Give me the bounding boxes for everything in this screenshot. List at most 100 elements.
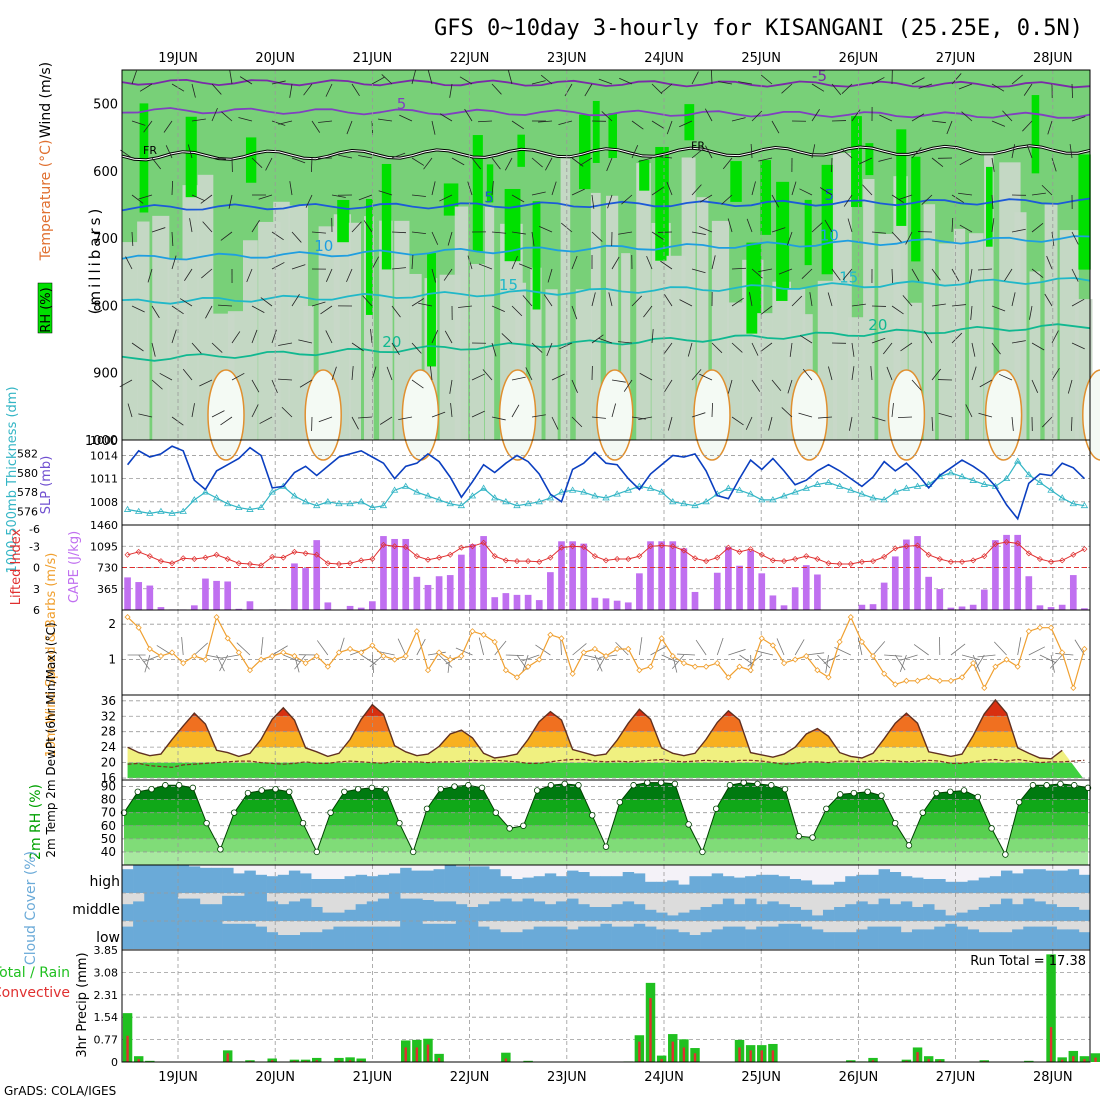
wind-barb: [522, 654, 529, 673]
wind-barb: [251, 305, 265, 313]
pressure-tick-label: 600: [93, 165, 118, 180]
cloud-bar: [155, 865, 167, 893]
cape-bar: [925, 576, 933, 610]
wind-speed-point: [858, 638, 865, 645]
freezing-level-label: FR: [691, 139, 705, 152]
cape-bar: [636, 573, 643, 610]
rh-moist-region: [821, 164, 836, 275]
lifted-point: [736, 548, 743, 555]
cape-bar: [1047, 607, 1055, 610]
wind-barb: [716, 637, 724, 656]
cloud-bar: [1056, 929, 1069, 949]
thickness-point: [613, 490, 621, 497]
wind-barb: [478, 637, 484, 656]
wind-barb: [611, 403, 617, 418]
wind-speed-point: [313, 652, 320, 660]
rh-dry-region: [273, 201, 290, 440]
temp-band: [127, 762, 1085, 779]
cape-contour: [596, 369, 634, 461]
date-label-top: 20JUN: [255, 51, 295, 66]
lifted-point: [636, 553, 643, 560]
wind-barb: [870, 366, 873, 381]
thickness-point: [390, 486, 399, 493]
wind-barb: [891, 231, 902, 243]
wind-speed-point: [347, 645, 354, 653]
rh-moist-region: [381, 163, 392, 270]
wind-speed-point: [703, 663, 710, 670]
wind-speed-point: [480, 631, 487, 638]
wind-barb: [828, 366, 833, 381]
wind-barb: [508, 70, 513, 85]
date-label-bottom: 28JUN: [1033, 1070, 1073, 1085]
thickness-point: [680, 499, 688, 507]
wind-barb: [431, 411, 446, 418]
rh-point: [823, 805, 830, 812]
wind-speed-point: [180, 660, 187, 667]
wind-barb: [704, 108, 713, 122]
cloud-bar: [834, 932, 846, 949]
wind-barb: [679, 120, 693, 128]
wind-speed-point: [714, 660, 721, 667]
rh-point: [313, 848, 320, 856]
cloud-bar: [811, 884, 824, 893]
wind-speed-point: [970, 660, 977, 667]
lifted-point: [157, 558, 164, 565]
cloud-bar: [489, 901, 501, 921]
wind-barb: [386, 366, 393, 381]
wind-barb: [318, 416, 333, 423]
rh-point: [410, 848, 417, 856]
cape-tick-label: 1095: [90, 540, 118, 553]
thickness-point: [257, 503, 265, 511]
wind-speed-point: [636, 667, 643, 674]
wind-barb: [189, 218, 193, 233]
rh-dry-region: [303, 306, 314, 440]
rh-point: [988, 825, 995, 832]
cloud-bar: [277, 935, 290, 949]
wind-speed-point: [992, 663, 999, 670]
cloud-bar: [244, 893, 256, 921]
cape-bar: [891, 556, 899, 610]
wind-barb: [818, 416, 833, 419]
thickness-point: [268, 488, 276, 495]
rh-point: [478, 784, 486, 792]
cloud-bar: [678, 884, 690, 893]
thickness-point: [568, 486, 577, 493]
wind-barb: [311, 120, 321, 133]
footer-credit: GrADS: COLA/IGES: [4, 1084, 116, 1098]
rh-point: [1057, 780, 1064, 788]
isotherm-label: 10: [820, 227, 839, 245]
isotherm-label: 15: [839, 268, 858, 286]
wind-barb: [187, 144, 193, 159]
freezing-level-line-inner: [121, 145, 1091, 161]
wind-barb: [974, 654, 985, 671]
wind-barb: [760, 305, 773, 315]
wind-barb: [151, 305, 160, 319]
wind-barb: [851, 109, 861, 122]
thickness-point: [835, 482, 844, 489]
thickness-point: [179, 507, 187, 514]
wind-barb: [1044, 293, 1053, 307]
cloud-bar: [733, 904, 746, 921]
wind-barb: [894, 654, 906, 671]
wind-barb: [699, 373, 713, 381]
wind-barb: [258, 194, 273, 200]
cloud-bar: [266, 932, 279, 949]
wind-barb: [811, 222, 823, 233]
cloud-bar: [800, 909, 813, 921]
cloud-bar: [433, 923, 445, 949]
wind-barb: [666, 181, 673, 196]
cape-bar: [814, 574, 821, 610]
wind-barb: [411, 70, 416, 85]
wind-barb: [320, 305, 333, 315]
cape-contour: [984, 369, 1023, 461]
cloud-bar: [422, 870, 434, 893]
cloud-bar: [945, 915, 957, 921]
wind-barb: [326, 268, 333, 282]
cloud-bar: [878, 898, 891, 921]
lifted-tick-label: 3: [33, 583, 40, 596]
thickness-point: [646, 484, 655, 491]
thickness-point: [479, 484, 488, 491]
date-labels-bottom: 19JUN 20JUN 21JUN 22JUN 23JUN 24JUN 25JUN 26JUN…: [158, 1070, 1072, 1085]
cloud-bar: [533, 876, 546, 893]
wind-barb: [731, 267, 747, 270]
